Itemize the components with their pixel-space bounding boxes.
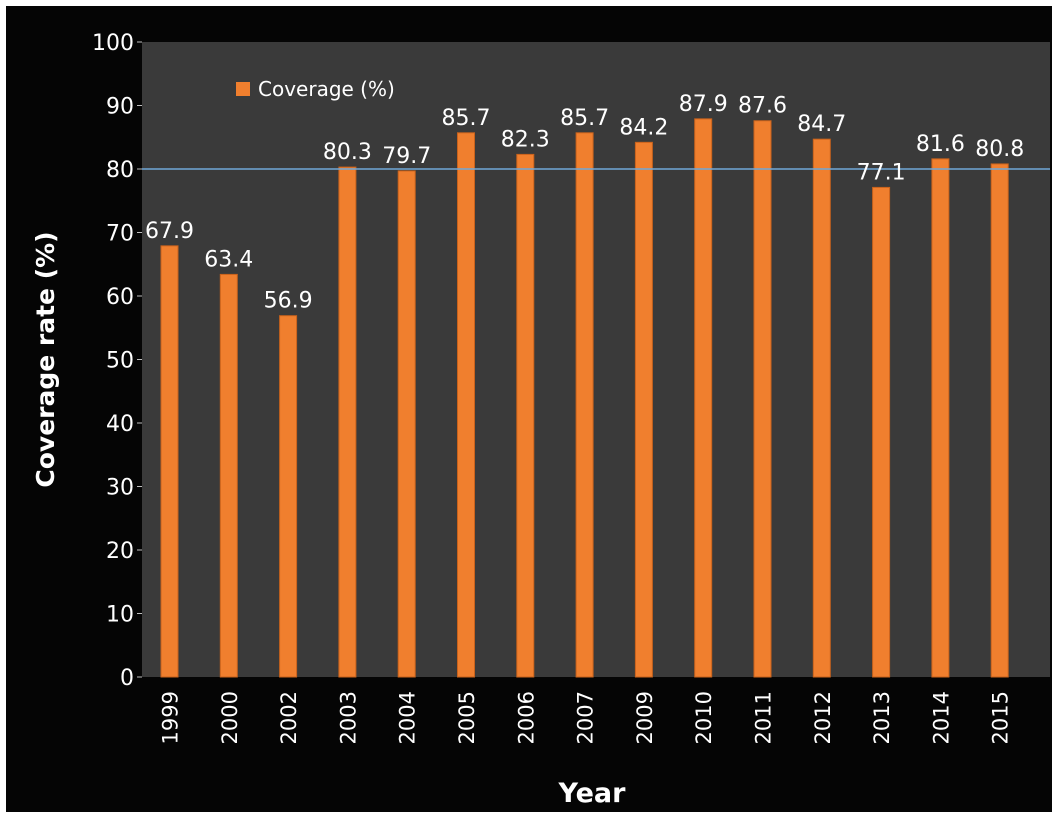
y-axis-ticks: 0 10 20 30 40 50 60 70 80 90 100 xyxy=(92,31,142,691)
y-tick-label: 100 xyxy=(92,31,134,56)
chart-frame: 0 10 20 30 40 50 60 70 80 90 100 67.9 63.4 56.9 80.3 7… xyxy=(6,6,1052,812)
x-tick-label: 1999 xyxy=(159,691,183,744)
bar-value-label: 84.2 xyxy=(619,115,668,140)
x-tick-label: 2014 xyxy=(929,691,953,744)
plot-area xyxy=(142,42,1050,677)
x-tick-label: 2015 xyxy=(989,691,1013,744)
bar-value-label: 67.9 xyxy=(145,219,194,244)
bars xyxy=(160,118,1009,678)
y-axis-label: Coverage rate (%) xyxy=(31,231,60,487)
legend: Coverage (%) xyxy=(236,77,395,101)
bar-value-label: 80.8 xyxy=(975,137,1024,162)
y-tick-label: 30 xyxy=(106,476,134,501)
bar-value-label: 63.4 xyxy=(204,247,253,272)
bar-value-label: 87.6 xyxy=(738,94,787,119)
x-axis-ticks: 1999 2000 2002 2003 2004 2005 2006 2007 2009 2010… xyxy=(159,691,1013,744)
x-tick-label: 2013 xyxy=(870,691,894,744)
x-tick-label: 2004 xyxy=(396,691,420,744)
x-tick-label: 2002 xyxy=(277,691,301,744)
coverage-bar-chart: 0 10 20 30 40 50 60 70 80 90 100 67.9 63.4 56.9 80.3 7… xyxy=(31,31,1050,809)
bar xyxy=(634,141,653,678)
x-tick-label: 2000 xyxy=(218,691,242,744)
bar xyxy=(694,118,713,678)
bar-value-label: 81.6 xyxy=(916,132,965,157)
y-tick-label: 50 xyxy=(106,349,134,374)
x-tick-label: 2009 xyxy=(633,691,657,744)
y-tick-label: 90 xyxy=(106,95,134,120)
bar-value-label: 85.7 xyxy=(442,106,491,131)
data-labels: 67.9 63.4 56.9 80.3 79.7 85.7 82.3 85.7 84.2 87.9… xyxy=(145,92,1024,314)
bar-value-label: 56.9 xyxy=(264,289,313,314)
y-tick-label: 10 xyxy=(106,603,134,628)
x-tick-label: 2012 xyxy=(811,691,835,744)
bar-value-label: 85.7 xyxy=(560,106,609,131)
bar-value-label: 82.3 xyxy=(501,127,550,152)
bar xyxy=(279,315,298,678)
y-tick-label: 20 xyxy=(106,539,134,564)
bar-value-label: 80.3 xyxy=(323,140,372,165)
y-tick-label: 60 xyxy=(106,285,134,310)
y-tick-label: 80 xyxy=(106,158,134,183)
bar xyxy=(872,186,891,678)
bar xyxy=(457,132,475,678)
bar xyxy=(575,132,594,678)
bar xyxy=(990,163,1009,678)
bar xyxy=(931,158,950,678)
bar xyxy=(812,138,831,678)
bar-value-label: 87.9 xyxy=(679,92,728,117)
bar-value-label: 84.7 xyxy=(797,112,846,137)
bar xyxy=(338,166,357,678)
y-tick-label: 40 xyxy=(106,412,134,437)
bar xyxy=(397,170,416,678)
legend-swatch xyxy=(236,82,250,96)
bar xyxy=(160,245,179,678)
bar-value-label: 77.1 xyxy=(857,160,906,185)
bar xyxy=(753,120,772,678)
x-tick-label: 2007 xyxy=(574,691,598,744)
x-tick-label: 2003 xyxy=(336,691,360,744)
bar xyxy=(219,273,238,678)
x-axis-label: Year xyxy=(558,778,627,809)
legend-label: Coverage (%) xyxy=(258,77,395,101)
x-tick-label: 2011 xyxy=(752,691,776,744)
x-tick-label: 2006 xyxy=(514,691,538,744)
x-tick-label: 2005 xyxy=(455,691,479,744)
y-tick-label: 0 xyxy=(120,666,134,691)
y-tick-label: 70 xyxy=(106,222,134,247)
bar xyxy=(516,153,535,678)
bar-value-label: 79.7 xyxy=(382,144,431,169)
x-tick-label: 2010 xyxy=(692,691,716,744)
